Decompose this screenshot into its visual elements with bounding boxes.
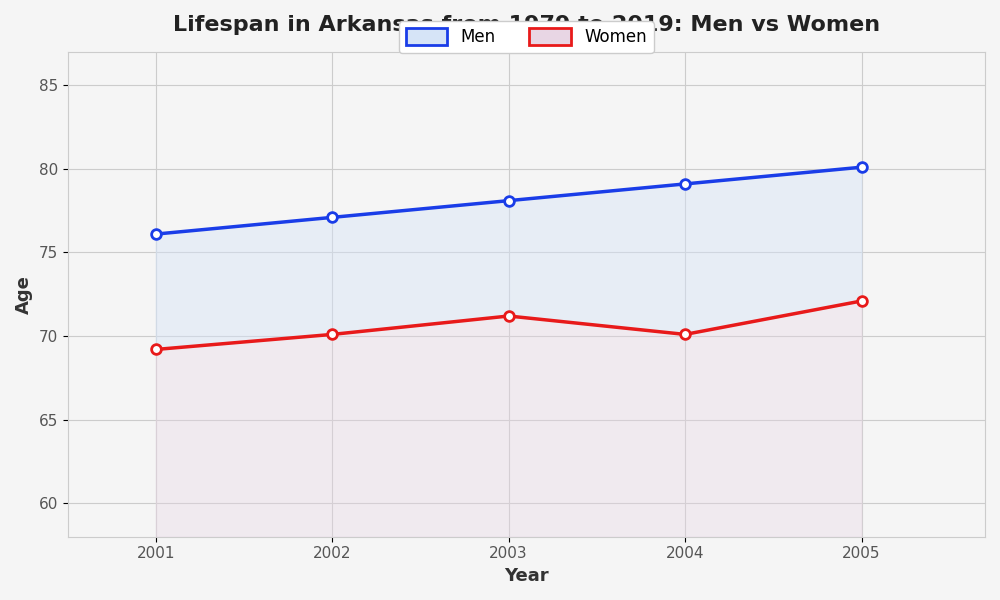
Line: Women: Women: [151, 296, 866, 355]
Women: [679, 331, 691, 338]
Y-axis label: Age: Age: [15, 275, 33, 314]
Men: [326, 214, 338, 221]
Women: [503, 313, 515, 320]
Men: [856, 164, 868, 171]
Men: [503, 197, 515, 204]
Title: Lifespan in Arkansas from 1979 to 2019: Men vs Women: Lifespan in Arkansas from 1979 to 2019: …: [173, 15, 880, 35]
Legend: Men, Women: Men, Women: [399, 22, 654, 53]
Men: [679, 181, 691, 188]
Women: [326, 331, 338, 338]
Men: [150, 230, 162, 238]
Women: [150, 346, 162, 353]
Line: Men: Men: [151, 163, 866, 239]
X-axis label: Year: Year: [504, 567, 549, 585]
Women: [856, 298, 868, 305]
